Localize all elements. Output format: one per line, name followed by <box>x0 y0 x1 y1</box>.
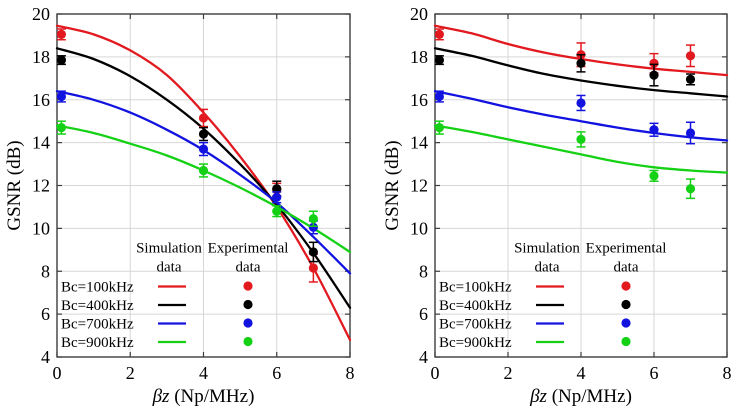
y-tick-label: 4 <box>419 347 428 367</box>
x-tick-label: 0 <box>431 363 440 383</box>
y-tick-label: 14 <box>410 133 428 153</box>
legend-header-experimental: Experimental <box>586 241 667 257</box>
y-tick-label: 6 <box>419 304 428 324</box>
legend-row-label: Bc=100kHz <box>61 280 134 296</box>
data-point-blue <box>56 91 66 102</box>
data-point-red <box>434 29 444 39</box>
data-point-blue <box>576 98 586 108</box>
y-tick-label: 16 <box>32 90 50 110</box>
data-point-black <box>272 184 282 194</box>
data-point-black <box>576 58 586 68</box>
data-point-green <box>272 206 282 216</box>
legend-row-label: Bc=700kHz <box>439 317 512 333</box>
legend-row-label: Bc=700kHz <box>61 317 134 333</box>
legend-dot-swatch <box>621 281 631 291</box>
legend-header-experimental: Experimental <box>208 241 289 257</box>
legend-header-experimental: data <box>236 260 261 276</box>
legend-dot-swatch <box>243 318 253 328</box>
y-tick-label: 18 <box>410 47 428 67</box>
x-tick-label: 4 <box>577 363 586 383</box>
y-tick-label: 20 <box>410 4 428 24</box>
y-tick-label: 4 <box>41 347 50 367</box>
left-panel: 0 2 4 6 8 4 6 8 10 12 14 16 18 20 Simulation data Experi… <box>4 4 355 407</box>
data-point-green <box>685 184 696 194</box>
legend-row-label: Bc=400kHz <box>61 298 134 314</box>
legend-dot-swatch <box>243 299 253 310</box>
x-axis-label: βz (Np/MHz) <box>529 386 632 407</box>
y-tick-label: 8 <box>419 261 428 281</box>
data-point-red <box>308 263 318 273</box>
x-tick-label: 8 <box>346 363 355 383</box>
data-point-blue <box>198 144 209 154</box>
data-point-red <box>685 51 696 61</box>
legend-header-experimental: data <box>614 260 639 276</box>
data-point-green <box>56 123 66 133</box>
legend-dot-swatch <box>243 281 253 291</box>
legend-row-label: Bc=900kHz <box>439 335 512 351</box>
legend-header-simulation: Simulation <box>136 241 202 257</box>
legend-header-simulation: data <box>157 260 182 276</box>
data-point-red <box>56 29 66 39</box>
y-tick-label: 10 <box>410 218 428 238</box>
y-tick-label: 20 <box>32 4 50 24</box>
y-tick-label: 12 <box>410 176 428 196</box>
x-tick-label: 0 <box>53 363 62 383</box>
data-point-black <box>649 70 659 80</box>
y-tick-label: 18 <box>32 47 50 67</box>
y-axis-label: GSNR (dB) <box>382 140 403 230</box>
sim-line-blue <box>433 90 729 142</box>
data-point-black <box>685 74 696 84</box>
data-point-black <box>434 55 444 65</box>
legend-dot-swatch <box>621 299 631 310</box>
y-tick-label: 14 <box>32 133 50 153</box>
data-point-blue <box>434 91 444 102</box>
legend-row-label: Bc=400kHz <box>439 298 512 314</box>
data-point-green <box>434 123 444 133</box>
data-point-green <box>576 134 586 145</box>
y-tick-label: 8 <box>41 261 50 281</box>
data-point-red <box>649 58 659 68</box>
legend-dot-swatch <box>621 318 631 328</box>
legend-dot-swatch <box>621 336 631 347</box>
data-point-green <box>308 214 318 224</box>
data-point-blue <box>308 222 318 232</box>
x-tick-label: 8 <box>723 363 732 383</box>
y-tick-label: 6 <box>41 304 50 324</box>
legend-header-simulation: data <box>535 260 560 276</box>
x-tick-label: 6 <box>272 363 281 383</box>
x-tick-label: 4 <box>199 363 208 383</box>
data-point-green <box>649 171 659 181</box>
sim-line-green <box>433 124 729 174</box>
y-axis-label: GSNR (dB) <box>4 140 25 230</box>
x-tick-label: 6 <box>650 363 659 383</box>
y-tick-label: 10 <box>32 218 50 238</box>
data-point-black <box>56 55 66 65</box>
data-point-red <box>198 113 209 123</box>
data-point-black <box>198 129 209 139</box>
legend-dot-swatch <box>243 336 253 347</box>
y-tick-label: 16 <box>410 90 428 110</box>
data-point-green <box>198 165 209 176</box>
data-point-blue <box>685 128 696 138</box>
data-point-blue <box>272 192 282 202</box>
right-panel: 0 2 4 6 8 4 6 8 10 12 14 16 18 20 Simulation data Experi… <box>382 4 732 407</box>
sim-line-black <box>433 47 729 98</box>
legend-row-label: Bc=100kHz <box>439 280 512 296</box>
x-tick-label: 2 <box>126 363 135 383</box>
legend-header-simulation: Simulation <box>514 241 580 257</box>
legend-row-label: Bc=900kHz <box>61 335 134 351</box>
data-point-black <box>308 247 318 257</box>
x-tick-label: 2 <box>504 363 513 383</box>
y-tick-label: 12 <box>32 176 50 196</box>
data-point-blue <box>649 125 659 135</box>
x-axis-label: βz (Np/MHz) <box>152 386 255 407</box>
